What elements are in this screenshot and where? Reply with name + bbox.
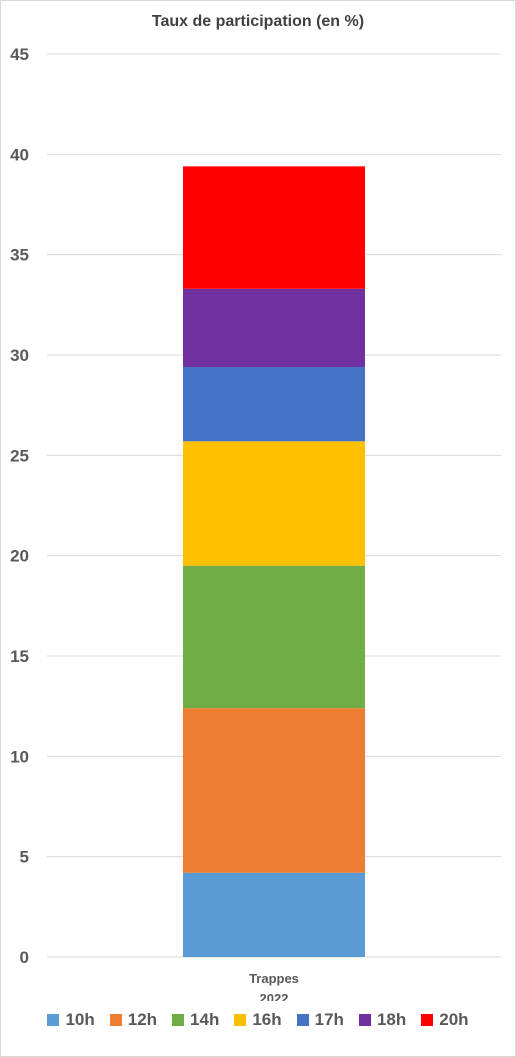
plot-area: 0 5 10 15 20 25 30 35 40 45 Trappes 2022 [10,45,501,1001]
y-tick-label-45: 45 [10,45,29,64]
legend-swatch-14h [172,1014,185,1026]
legend-swatch-20h [421,1014,434,1026]
bar-segment-18h [183,288,365,368]
y-tick-label-40: 40 [10,145,29,164]
legend: 10h 12h 14h 16h 17h 18h 20h [1,1010,515,1030]
category-label-line-1: Trappes [249,971,299,986]
legend-label-17h: 17h [314,1010,344,1029]
bar-segment-10h [183,872,365,957]
legend-item-18h: 18h [358,1010,407,1030]
legend-label-16h: 16h [252,1010,282,1029]
legend-swatch-18h [358,1014,371,1026]
legend-item-20h: 20h [421,1010,469,1030]
bar-segment-20h [183,166,365,289]
category-label-line-2: 2022 [260,991,289,1001]
y-tick-label-10: 10 [10,747,29,766]
legend-swatch-10h [47,1014,60,1026]
legend-label-12h: 12h [127,1010,158,1029]
legend-label-18h: 18h [376,1010,407,1029]
legend-swatch-17h [296,1014,309,1026]
y-tick-label-15: 15 [10,647,29,666]
bar-segment-17h [183,367,365,442]
y-tick-label-35: 35 [10,246,29,265]
y-tick-label-25: 25 [10,446,29,465]
bar-segment-14h [183,565,365,709]
legend-swatch-16h [234,1014,247,1026]
chart-title: Taux de participation (en %) [151,13,365,30]
legend-item-12h: 12h [109,1010,158,1030]
legend-item-16h: 16h [234,1010,282,1030]
legend-label-20h: 20h [439,1010,469,1029]
bar-segment-12h [183,708,365,873]
legend-item-14h: 14h [172,1010,219,1030]
y-tick-label-20: 20 [10,547,29,566]
y-tick-label-5: 5 [20,848,29,867]
legend-item-17h: 17h [296,1010,344,1030]
legend-item-10h: 10h [47,1010,95,1030]
legend-label-14h: 14h [190,1010,220,1029]
y-tick-label-0: 0 [20,948,29,967]
bar-segment-16h [183,441,365,566]
legend-swatch-12h [109,1014,122,1026]
legend-label-10h: 10h [65,1010,95,1029]
y-tick-label-30: 30 [10,346,29,365]
